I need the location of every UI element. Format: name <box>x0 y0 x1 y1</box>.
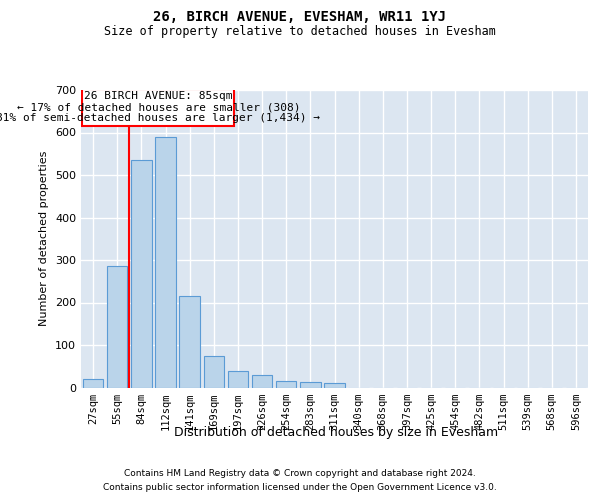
Text: 26 BIRCH AVENUE: 85sqm: 26 BIRCH AVENUE: 85sqm <box>84 92 233 102</box>
Text: Contains public sector information licensed under the Open Government Licence v3: Contains public sector information licen… <box>103 483 497 492</box>
Bar <box>83 379 103 388</box>
Bar <box>203 356 224 388</box>
Bar <box>131 160 152 388</box>
Bar <box>82 88 235 126</box>
Text: ← 17% of detached houses are smaller (308): ← 17% of detached houses are smaller (30… <box>17 102 300 113</box>
Text: 81% of semi-detached houses are larger (1,434) →: 81% of semi-detached houses are larger (… <box>0 114 320 124</box>
Bar <box>227 370 248 388</box>
Y-axis label: Number of detached properties: Number of detached properties <box>40 151 49 326</box>
Bar <box>107 266 127 388</box>
Bar <box>276 381 296 388</box>
Text: 26, BIRCH AVENUE, EVESHAM, WR11 1YJ: 26, BIRCH AVENUE, EVESHAM, WR11 1YJ <box>154 10 446 24</box>
Text: Distribution of detached houses by size in Evesham: Distribution of detached houses by size … <box>174 426 498 439</box>
Text: Size of property relative to detached houses in Evesham: Size of property relative to detached ho… <box>104 25 496 38</box>
Bar <box>155 136 176 388</box>
Bar <box>324 383 345 388</box>
Bar <box>252 375 272 388</box>
Bar <box>300 382 320 388</box>
Bar <box>179 296 200 388</box>
Text: Contains HM Land Registry data © Crown copyright and database right 2024.: Contains HM Land Registry data © Crown c… <box>124 470 476 478</box>
